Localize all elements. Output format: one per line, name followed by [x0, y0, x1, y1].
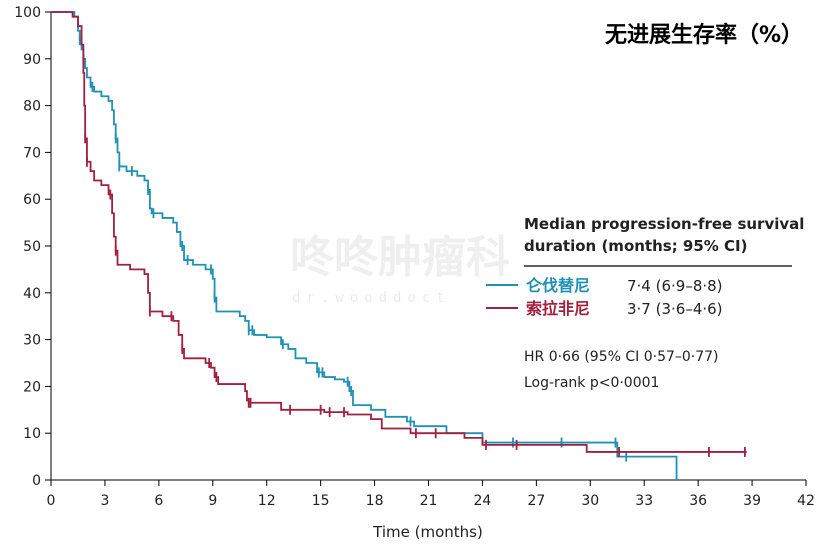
x-tick-label: 27 — [527, 493, 545, 509]
watermark-url: dr.wooddoct — [292, 290, 451, 306]
log-rank-text: Log-rank p<0·0001 — [524, 375, 659, 391]
x-tick-label: 15 — [312, 493, 330, 509]
hazard-ratio-text: HR 0·66 (95% CI 0·57–0·77) — [524, 349, 719, 365]
x-tick-label: 18 — [366, 493, 384, 509]
y-tick-label: 70 — [23, 145, 41, 161]
x-tick-label: 9 — [208, 493, 217, 509]
x-tick-label: 39 — [743, 493, 761, 509]
x-tick-label: 3 — [100, 493, 109, 509]
x-tick-label: 30 — [581, 493, 599, 509]
x-axis-title: Time (months) — [372, 523, 483, 541]
x-tick-label: 36 — [689, 493, 707, 509]
x-tick-label: 6 — [154, 493, 163, 509]
y-tick-label: 10 — [23, 426, 41, 442]
y-axis-ticks: 0 10 20 30 40 50 60 70 80 90 100 — [14, 5, 51, 489]
legend-median-sorafenib: 3·7 (3·6–4·6) — [627, 300, 723, 318]
x-axis-ticks: 0 3 6 9 12 15 18 21 24 27 30 33 36 39 42 — [47, 480, 815, 509]
y-tick-label: 40 — [23, 286, 41, 302]
legend-label-sorafenib: 索拉非尼 — [526, 299, 590, 318]
y-tick-label: 90 — [23, 52, 41, 68]
x-tick-label: 33 — [635, 493, 653, 509]
x-tick-label: 0 — [47, 493, 56, 509]
x-tick-label: 21 — [420, 493, 438, 509]
watermark-logo: 咚咚肿瘤科 — [290, 232, 510, 283]
y-tick-label: 0 — [32, 473, 41, 489]
y-tick-label: 100 — [14, 5, 41, 21]
y-tick-label: 80 — [23, 99, 41, 115]
series-layer — [51, 11, 747, 480]
x-tick-label: 42 — [797, 493, 815, 509]
x-tick-label: 12 — [258, 493, 276, 509]
annotation-title-line2: duration (months; 95% CI) — [524, 237, 748, 255]
median-annotation: Median progression-free survival duratio… — [524, 215, 804, 267]
y-tick-label: 20 — [23, 379, 41, 395]
y-tick-label: 50 — [23, 239, 41, 255]
y-tick-label: 60 — [23, 192, 41, 208]
legend: 仑伐替尼 7·4 (6·9–8·8) 索拉非尼 3·7 (3·6–4·6) — [486, 276, 723, 318]
legend-median-lenvatinib: 7·4 (6·9–8·8) — [627, 277, 723, 295]
x-tick-label: 24 — [474, 493, 492, 509]
y-tick-label: 30 — [23, 333, 41, 349]
series-sorafenib — [51, 11, 747, 457]
series-line-sorafenib — [51, 11, 747, 453]
legend-label-lenvatinib: 仑伐替尼 — [526, 276, 590, 295]
chart-title: 无进展生存率（%） — [605, 22, 803, 48]
annotation-title-line1: Median progression-free survival — [524, 215, 804, 233]
